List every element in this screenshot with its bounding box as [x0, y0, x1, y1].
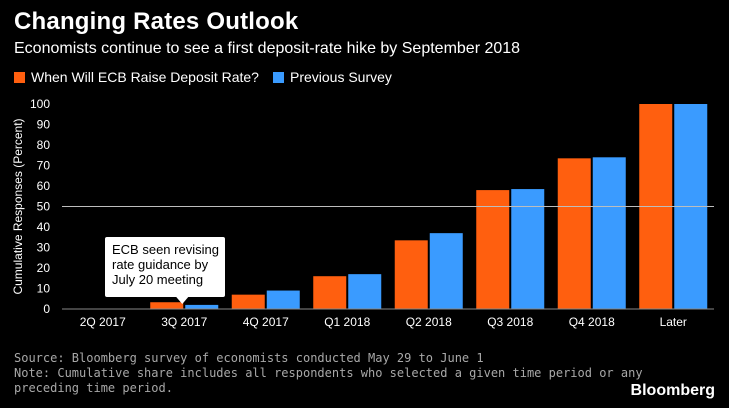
y-tick-label: 100: [30, 97, 50, 111]
bar-previous: [592, 157, 626, 309]
bar-current: [557, 158, 591, 309]
source-note: Source: Bloomberg survey of economists c…: [14, 351, 484, 365]
x-tick-label: Q1 2018: [324, 315, 370, 329]
y-tick-label: 0: [43, 302, 50, 316]
x-tick-label: 4Q 2017: [243, 315, 289, 329]
footer: Source: Bloomberg survey of economists c…: [14, 351, 643, 396]
x-tick-label: Later: [660, 315, 687, 329]
bloomberg-logo: Bloomberg: [630, 382, 715, 399]
y-tick-label: 60: [37, 179, 51, 193]
annotation-pointer: [176, 297, 189, 304]
legend-item-current: When Will ECB Raise Deposit Rate?: [14, 69, 259, 85]
footnote-line-1: Note: Cumulative share includes all resp…: [14, 366, 643, 380]
bar-current: [313, 276, 347, 309]
legend: When Will ECB Raise Deposit Rate? Previo…: [14, 69, 406, 85]
y-tick-label: 90: [37, 118, 51, 132]
x-tick-label: Q2 2018: [406, 315, 452, 329]
bar-previous: [348, 274, 382, 309]
x-tick-label: Q4 2018: [569, 315, 615, 329]
legend-label-current: When Will ECB Raise Deposit Rate?: [31, 69, 259, 85]
legend-label-previous: Previous Survey: [289, 69, 392, 85]
y-tick-label: 40: [37, 220, 51, 234]
annotation-text: rate guidance by: [112, 257, 209, 272]
bar-previous: [185, 304, 219, 309]
legend-swatch-previous: [272, 71, 284, 83]
y-tick-label: 70: [37, 159, 51, 173]
legend-item-previous: Previous Survey: [272, 69, 392, 85]
bar-current: [150, 302, 184, 309]
y-tick-label: 30: [37, 241, 51, 255]
bar-previous: [429, 233, 463, 309]
footnote-line-2: preceding time period.: [14, 381, 173, 395]
bar-previous: [266, 290, 300, 309]
bar-previous: [511, 189, 545, 309]
legend-swatch-current: [14, 71, 25, 83]
bar-current: [394, 240, 428, 309]
chart-subtitle: Economists continue to see a first depos…: [14, 40, 521, 57]
y-tick-label: 80: [37, 138, 51, 152]
y-tick-label: 10: [37, 282, 51, 296]
y-tick-label: 20: [37, 261, 51, 275]
chart-title: Changing Rates Outlook: [14, 8, 299, 35]
y-axis-label: Cumulative Responses (Percent): [11, 118, 25, 294]
y-tick-label: 50: [37, 200, 51, 214]
x-tick-label: Q3 2018: [487, 315, 533, 329]
x-tick-label: 2Q 2017: [80, 315, 126, 329]
annotation-text: July 20 meeting: [112, 272, 203, 287]
annotation-text: ECB seen revising: [112, 242, 219, 257]
bar-current: [231, 294, 265, 309]
bar-current: [476, 190, 510, 309]
x-tick-label: 3Q 2017: [161, 315, 207, 329]
annotation-box: [105, 237, 225, 297]
